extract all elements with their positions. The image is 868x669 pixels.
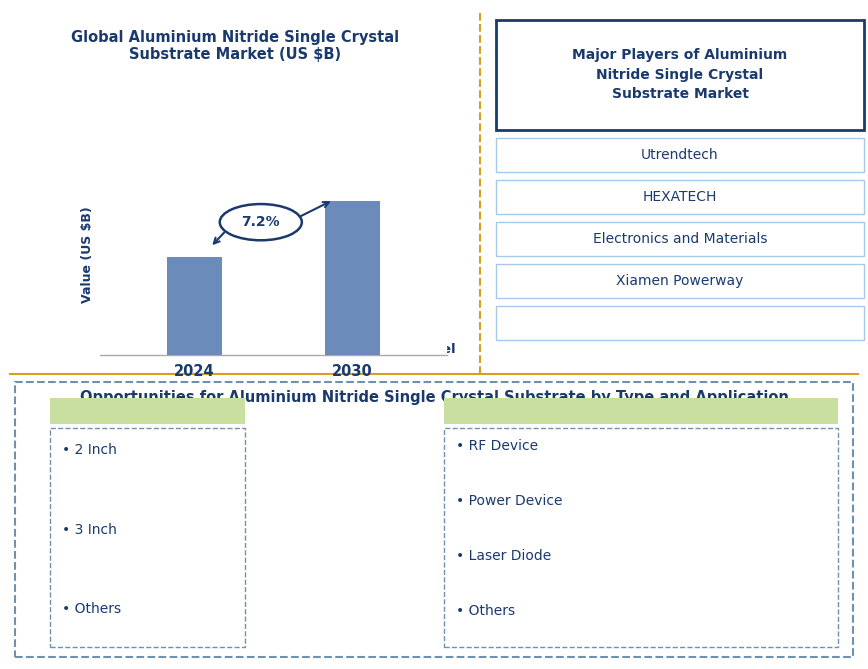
- Text: Global Aluminium Nitride Single Crystal
Substrate Market (US $B): Global Aluminium Nitride Single Crystal …: [71, 30, 399, 62]
- Text: HEXATECH: HEXATECH: [643, 190, 717, 204]
- FancyBboxPatch shape: [444, 428, 838, 647]
- FancyBboxPatch shape: [496, 138, 864, 172]
- Text: Utrendtech: Utrendtech: [641, 148, 719, 162]
- Text: • RF Device: • RF Device: [456, 439, 538, 453]
- FancyBboxPatch shape: [50, 398, 245, 424]
- Text: Opportunities for Aluminium Nitride Single Crystal Substrate by Type and Applica: Opportunities for Aluminium Nitride Sing…: [80, 390, 788, 405]
- Text: • 2 Inch: • 2 Inch: [62, 443, 117, 457]
- Text: Major Players of Aluminium
Nitride Single Crystal
Substrate Market: Major Players of Aluminium Nitride Singl…: [572, 48, 787, 102]
- Text: • Laser Diode: • Laser Diode: [456, 549, 551, 563]
- FancyBboxPatch shape: [15, 382, 853, 657]
- FancyBboxPatch shape: [50, 428, 245, 647]
- Text: Source: Lucintel: Source: Lucintel: [334, 343, 456, 356]
- Text: • Power Device: • Power Device: [456, 494, 562, 508]
- FancyBboxPatch shape: [444, 398, 838, 424]
- Text: Xiamen Powerway: Xiamen Powerway: [616, 274, 744, 288]
- Text: Electronics and Materials: Electronics and Materials: [593, 232, 767, 246]
- Bar: [325, 201, 380, 355]
- Text: • 3 Inch: • 3 Inch: [62, 522, 117, 537]
- Text: Application: Application: [597, 404, 685, 418]
- FancyBboxPatch shape: [496, 20, 864, 130]
- FancyBboxPatch shape: [496, 180, 864, 214]
- FancyBboxPatch shape: [496, 306, 864, 340]
- Bar: [167, 257, 222, 355]
- Y-axis label: Value (US $B): Value (US $B): [82, 206, 95, 302]
- Text: Type: Type: [129, 404, 166, 418]
- Text: 7.2%: 7.2%: [241, 215, 280, 229]
- FancyBboxPatch shape: [496, 264, 864, 298]
- Text: • Others: • Others: [456, 603, 515, 617]
- FancyBboxPatch shape: [496, 222, 864, 256]
- Text: • Others: • Others: [62, 602, 122, 616]
